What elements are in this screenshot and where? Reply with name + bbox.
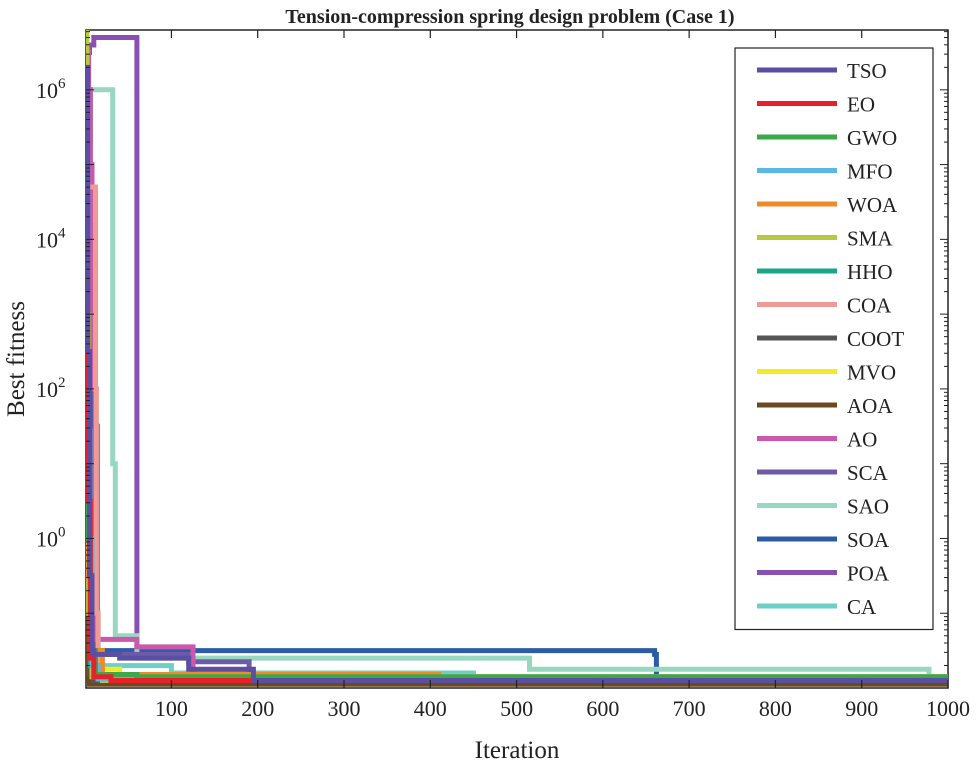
x-tick-label: 200	[241, 696, 274, 721]
legend-label-sao: SAO	[847, 495, 889, 519]
x-tick-label: 100	[155, 696, 188, 721]
legend-label-soa: SOA	[847, 528, 890, 552]
x-tick-label: 800	[759, 696, 792, 721]
series-line-tso	[86, 64, 948, 683]
legend-label-coot: COOT	[847, 327, 904, 351]
x-tick-label: 400	[414, 696, 447, 721]
y-tick-label: 102	[36, 375, 66, 402]
legend: TSO EO GWO MFO WOA SMA HHO COA COOT MVO AOA AO SCA SA…	[734, 47, 934, 631]
legend-label-poa: POA	[847, 562, 890, 586]
x-tick-label: 900	[845, 696, 878, 721]
legend-label-tso: TSO	[847, 59, 887, 83]
x-tick-label: 600	[586, 696, 619, 721]
x-tick-label: 500	[500, 696, 533, 721]
legend-label-hho: HHO	[847, 260, 893, 284]
legend-label-coa: COA	[847, 294, 892, 318]
axes-layer: 100 200 300 400 500 600 700 800 900 1000 100 102 104…	[36, 30, 970, 721]
legend-label-gwo: GWO	[847, 126, 897, 150]
legend-label-eo: EO	[847, 93, 875, 117]
chart-title: Tension-compression spring design proble…	[285, 6, 734, 28]
legend-label-woa: WOA	[847, 193, 898, 217]
x-tick-label: 1000	[926, 696, 970, 721]
legend-label-mfo: MFO	[847, 160, 893, 184]
series-layer	[86, 30, 948, 687]
y-tick-label: 104	[36, 225, 66, 252]
x-axis-label: Iteration	[475, 737, 560, 764]
legend-label-sca: SCA	[847, 461, 889, 485]
legend-label-mvo: MVO	[847, 361, 896, 385]
x-tick-label: 700	[673, 696, 706, 721]
y-tick-label: 100	[36, 524, 66, 551]
y-axis-label: Best fitness	[3, 301, 30, 417]
legend-label-sma: SMA	[847, 227, 893, 251]
legend-label-ao: AO	[847, 428, 877, 452]
y-tick-label: 106	[36, 76, 66, 103]
x-tick-label: 300	[327, 696, 360, 721]
legend-label-aoa: AOA	[847, 394, 893, 418]
legend-label-ca: CA	[847, 595, 877, 619]
